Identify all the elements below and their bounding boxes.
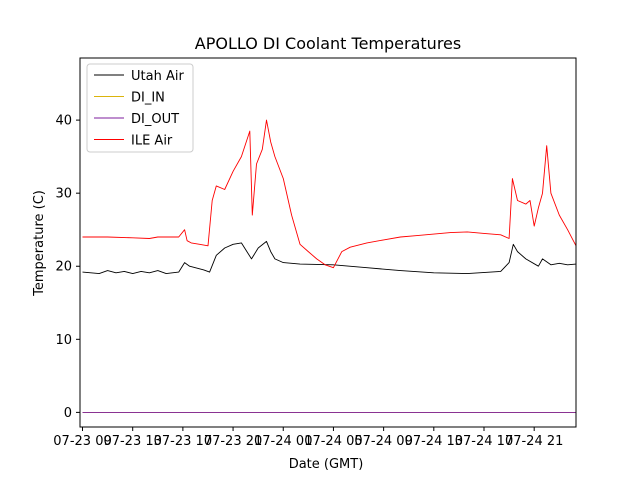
x-tick-label: 07-24 01 bbox=[254, 434, 312, 449]
y-tick-label: 0 bbox=[64, 406, 72, 421]
legend-label-utah-air: Utah Air bbox=[131, 69, 184, 84]
x-tick-label: 07-24 21 bbox=[505, 434, 563, 449]
y-tick-label: 30 bbox=[55, 187, 72, 202]
y-tick-label: 10 bbox=[55, 333, 72, 348]
x-axis-label: Date (GMT) bbox=[289, 457, 364, 472]
series-layer bbox=[82, 119, 576, 413]
legend-label-ile-air: ILE Air bbox=[131, 134, 173, 149]
x-tick-label: 07-24 09 bbox=[354, 434, 412, 449]
x-tick-label: 07-24 05 bbox=[304, 434, 362, 449]
x-tick-label: 07-23 21 bbox=[204, 434, 262, 449]
y-tick-label: 40 bbox=[55, 114, 72, 129]
plot-area-frame bbox=[79, 57, 577, 428]
legend: Utah Air DI_IN DI_OUT ILE Air bbox=[86, 63, 194, 153]
legend-box bbox=[86, 63, 194, 153]
y-tick-label: 20 bbox=[55, 260, 72, 275]
legend-label-di-out: DI_OUT bbox=[131, 112, 179, 127]
y-axis-ticks: 0 10 20 30 40 bbox=[55, 114, 80, 421]
x-tick-label: 07-24 17 bbox=[455, 434, 513, 449]
series-line-ile-air bbox=[82, 119, 576, 269]
series-line-utah-air bbox=[82, 240, 576, 275]
x-tick-label: 07-23 13 bbox=[103, 434, 161, 449]
chart-title: APOLLO DI Coolant Temperatures bbox=[195, 34, 461, 53]
x-tick-label: 07-23 17 bbox=[154, 434, 212, 449]
legend-label-di-in: DI_IN bbox=[131, 91, 165, 106]
y-axis-label: Temperature (C) bbox=[32, 190, 47, 297]
x-tick-label: 07-24 13 bbox=[405, 434, 463, 449]
x-tick-label: 07-23 09 bbox=[53, 434, 111, 449]
